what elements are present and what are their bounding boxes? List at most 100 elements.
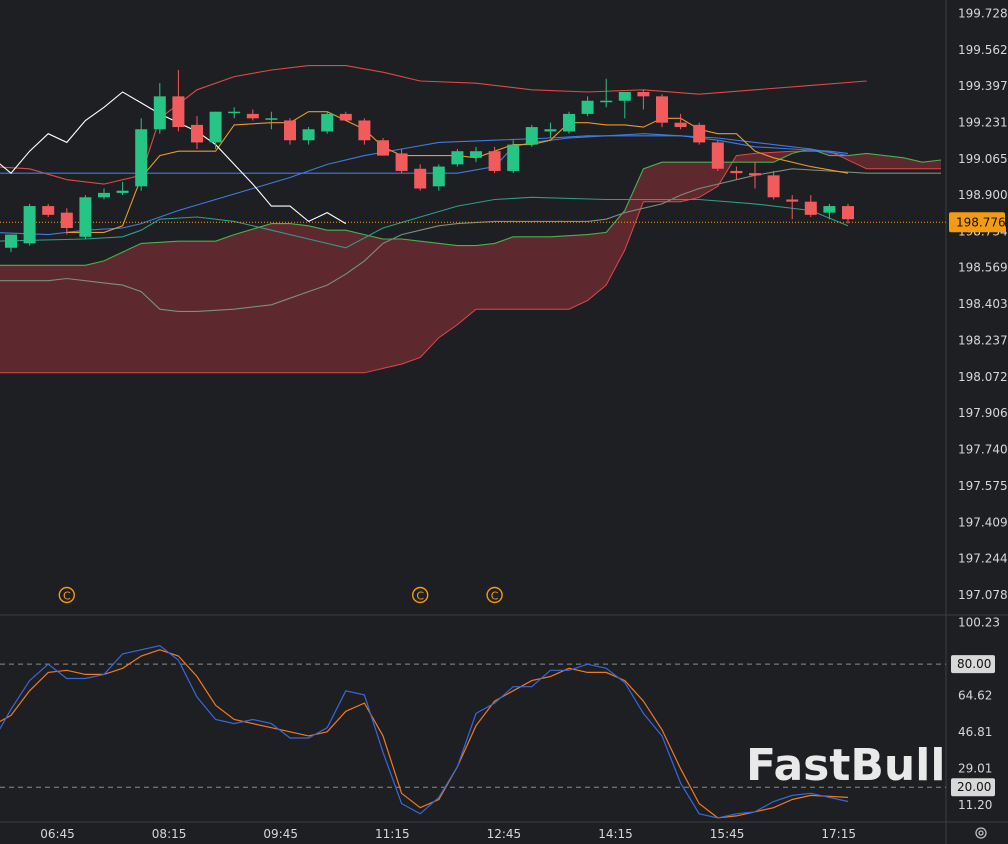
- price-axis: 199.728 199.562 199.397 199.231 199.065 198.9…: [949, 6, 1008, 602]
- candle[interactable]: [339, 111, 352, 121]
- candles: [5, 70, 854, 253]
- candle[interactable]: [823, 203, 836, 220]
- candle[interactable]: [786, 195, 799, 220]
- candle[interactable]: [674, 113, 687, 130]
- ichimoku-cloud: [0, 149, 941, 374]
- candle[interactable]: [470, 146, 482, 163]
- price-tick-label: 197.740: [958, 443, 1008, 457]
- price-tick-label: 199.231: [958, 115, 1008, 129]
- bollinger-upper-line: [0, 65, 867, 185]
- candle[interactable]: [693, 122, 706, 145]
- time-tick-label: 11:15: [375, 827, 410, 841]
- stoch-d-line: [0, 649, 849, 819]
- candle[interactable]: [60, 208, 73, 235]
- time-tick-label: 12:45: [487, 827, 522, 841]
- current-price-label: 198.776: [956, 215, 1006, 229]
- band-level-badge: [951, 778, 995, 797]
- candle[interactable]: [23, 203, 36, 246]
- band-level-badge: [951, 655, 995, 674]
- candle[interactable]: [98, 188, 110, 200]
- candle[interactable]: [600, 78, 613, 108]
- price-tick-label: 198.403: [958, 297, 1008, 311]
- band-level-label: 80.00: [957, 657, 991, 671]
- stochastic-panel: 100.23 80.00 64.62 46.81 29.01 20.00 11.20: [0, 616, 1000, 819]
- candle[interactable]: [209, 111, 222, 150]
- time-tick-label: 15:45: [710, 827, 745, 841]
- watermark: FastBull: [746, 740, 945, 791]
- time-tick-label: 08:15: [152, 827, 187, 841]
- cloud-span-b-line: [0, 150, 941, 374]
- candle[interactable]: [711, 140, 724, 171]
- candle[interactable]: [637, 89, 650, 110]
- event-marker-label: C: [63, 590, 71, 603]
- candle[interactable]: [656, 94, 668, 128]
- event-marker-label: C: [416, 590, 424, 603]
- price-tick-label: 199.562: [958, 43, 1008, 57]
- candle[interactable]: [321, 111, 334, 134]
- candle[interactable]: [377, 138, 389, 156]
- stoch-tick-label: 64.62: [958, 689, 992, 703]
- time-tick-label: 06:45: [40, 827, 75, 841]
- time-tick-label: 09:45: [263, 827, 298, 841]
- price-tick-label: 198.072: [958, 370, 1008, 384]
- candle[interactable]: [265, 111, 278, 130]
- candle[interactable]: [525, 124, 538, 147]
- candle[interactable]: [749, 162, 761, 189]
- candle[interactable]: [432, 164, 445, 191]
- event-marker-icon[interactable]: C: [58, 586, 76, 604]
- candle[interactable]: [507, 140, 520, 174]
- price-tick-label: 197.575: [958, 479, 1008, 493]
- span-b-line: [0, 168, 941, 312]
- candle[interactable]: [246, 109, 259, 121]
- settings-gear-icon[interactable]: [975, 827, 987, 839]
- candle[interactable]: [544, 122, 557, 139]
- candle[interactable]: [618, 91, 631, 119]
- price-tick-label: 197.906: [958, 406, 1008, 420]
- current-price-badge: [949, 212, 1005, 233]
- stoch-k-line: [0, 645, 849, 819]
- band-level-label: 20.00: [957, 780, 991, 794]
- bollinger-lower-line: [0, 196, 849, 249]
- candle[interactable]: [284, 118, 296, 145]
- span-a-line: [0, 148, 942, 266]
- candle[interactable]: [42, 203, 55, 218]
- price-tick-label: 199.397: [958, 79, 1008, 93]
- chikou-line: [0, 91, 347, 225]
- stoch-tick-label: 100.23: [958, 616, 1000, 630]
- price-tick-label: 198.569: [958, 261, 1008, 275]
- candle[interactable]: [135, 118, 148, 191]
- candle[interactable]: [563, 111, 575, 134]
- candle[interactable]: [451, 149, 464, 167]
- price-tick-label: 198.237: [958, 334, 1008, 348]
- candle[interactable]: [172, 70, 185, 132]
- candle[interactable]: [79, 195, 92, 239]
- candle[interactable]: [488, 146, 501, 174]
- event-marker-icon[interactable]: C: [486, 586, 503, 604]
- candle[interactable]: [804, 195, 817, 218]
- candle[interactable]: [116, 181, 129, 196]
- time-tick-label: 17:15: [821, 827, 856, 841]
- candle[interactable]: [581, 96, 594, 117]
- candle[interactable]: [395, 149, 408, 174]
- stoch-tick-label: 46.81: [958, 725, 992, 739]
- candle[interactable]: [5, 234, 17, 253]
- candle[interactable]: [153, 83, 166, 134]
- candle[interactable]: [730, 166, 743, 180]
- price-tick-label: 199.065: [958, 152, 1008, 166]
- cloud-fill: [0, 149, 941, 373]
- candle[interactable]: [302, 127, 315, 145]
- candle[interactable]: [358, 118, 371, 145]
- candle[interactable]: [228, 107, 241, 119]
- candle[interactable]: [414, 164, 427, 191]
- candle[interactable]: [191, 116, 203, 150]
- price-tick-label: 197.078: [958, 588, 1008, 602]
- event-marker-icon[interactable]: C: [412, 586, 429, 604]
- time-tick-label: 14:15: [598, 827, 633, 841]
- candle[interactable]: [842, 203, 854, 224]
- price-tick-label: 198.900: [958, 188, 1008, 202]
- stoch-tick-label: 11.20: [958, 798, 992, 812]
- candle[interactable]: [767, 170, 780, 200]
- time-axis: 06:45 08:15 09:45 11:15 12:45 14:15 15:45 17:15: [40, 827, 856, 841]
